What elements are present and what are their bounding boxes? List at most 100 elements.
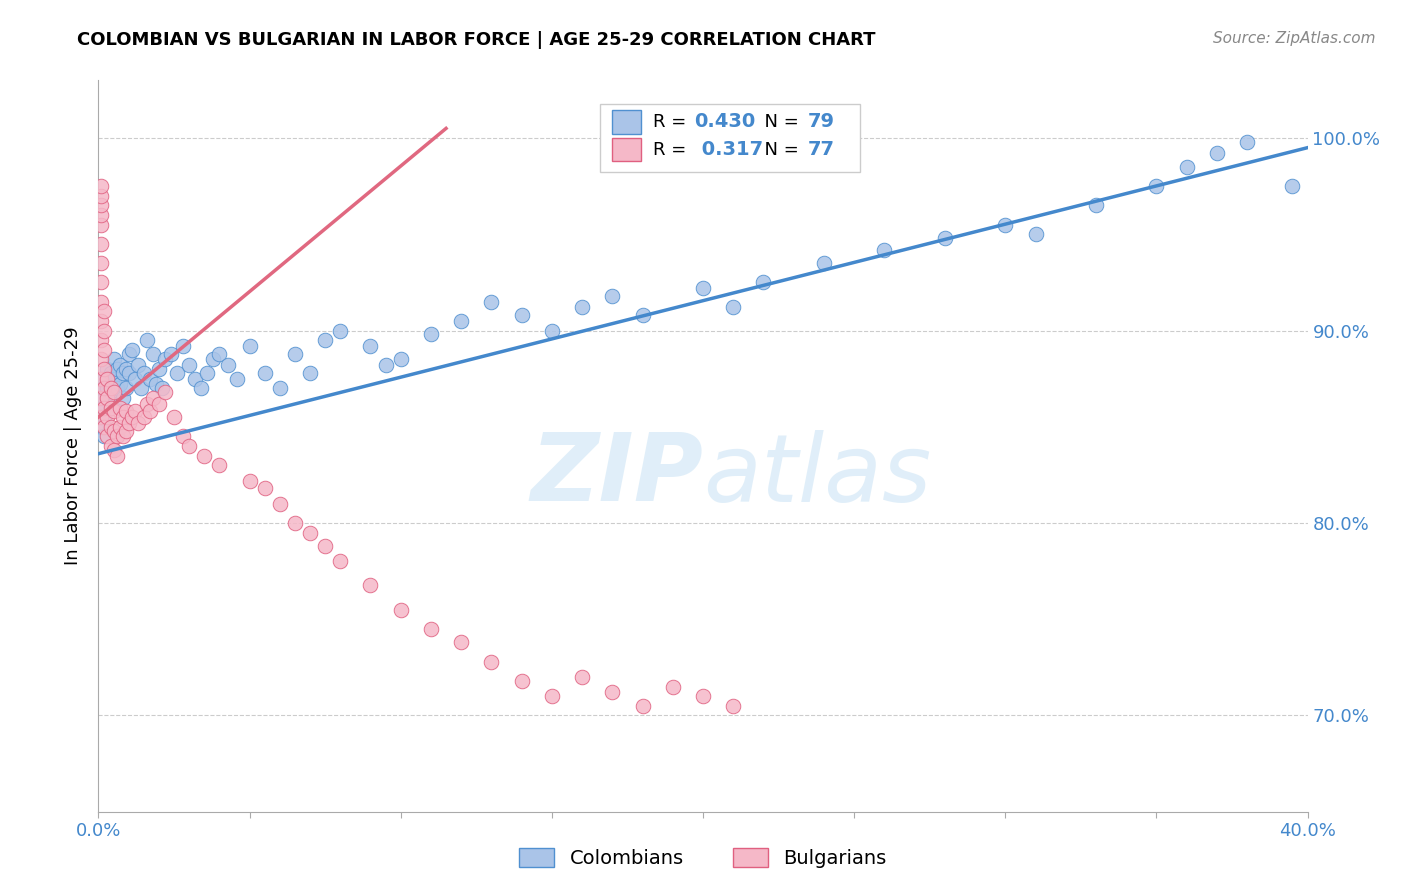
Point [135, 333, 157, 347]
Text: R =: R = [654, 113, 692, 131]
Point [135, 397, 157, 411]
Point [127, 416, 149, 430]
Point [602, 685, 624, 699]
Point [93, 304, 115, 318]
Point [217, 358, 239, 372]
Point [111, 391, 134, 405]
Point [1144, 179, 1167, 194]
Point [179, 358, 201, 372]
Point [226, 371, 249, 385]
Point [114, 424, 136, 438]
Point [90, 188, 112, 202]
Point [179, 439, 201, 453]
Point [1175, 160, 1198, 174]
Point [100, 419, 122, 434]
Point [153, 385, 176, 400]
Point [90, 381, 112, 395]
Point [90, 179, 112, 194]
Point [481, 655, 503, 669]
Point [100, 381, 122, 395]
Point [90, 198, 112, 212]
Point [208, 458, 231, 473]
Point [145, 377, 167, 392]
Point [90, 314, 112, 328]
Point [1024, 227, 1046, 242]
Point [90, 371, 112, 385]
Point [100, 439, 122, 453]
Point [420, 327, 443, 342]
Point [360, 577, 382, 591]
Text: COLOMBIAN VS BULGARIAN IN LABOR FORCE | AGE 25-29 CORRELATION CHART: COLOMBIAN VS BULGARIAN IN LABOR FORCE | … [77, 31, 876, 49]
Point [374, 358, 396, 372]
Point [329, 324, 352, 338]
Point [114, 404, 136, 418]
Point [132, 410, 155, 425]
Point [103, 397, 125, 411]
Point [723, 301, 745, 315]
Point [93, 381, 115, 395]
Point [934, 231, 956, 245]
Point [90, 391, 112, 405]
Point [269, 381, 291, 395]
Point [692, 281, 714, 295]
Point [284, 346, 307, 360]
Point [93, 419, 115, 434]
Y-axis label: In Labor Force | Age 25-29: In Labor Force | Age 25-29 [65, 326, 83, 566]
Point [360, 339, 382, 353]
Point [90, 333, 112, 347]
Point [93, 343, 115, 357]
Point [269, 497, 291, 511]
Point [202, 352, 225, 367]
Point [631, 308, 654, 322]
Text: N =: N = [752, 113, 804, 131]
Point [90, 419, 112, 434]
Point [90, 276, 112, 290]
Point [118, 346, 141, 360]
Point [389, 352, 412, 367]
Point [90, 208, 112, 222]
Point [150, 381, 173, 395]
Point [148, 397, 170, 411]
Point [90, 352, 112, 367]
Point [571, 301, 593, 315]
Point [100, 401, 122, 415]
Point [96, 362, 118, 376]
Point [172, 339, 194, 353]
Point [124, 404, 146, 418]
Point [994, 218, 1017, 232]
Point [1085, 198, 1108, 212]
Point [105, 449, 128, 463]
Point [114, 362, 136, 376]
Point [873, 243, 896, 257]
Point [127, 358, 149, 372]
Point [124, 371, 146, 385]
Point [90, 410, 112, 425]
Point [111, 429, 134, 443]
Point [105, 381, 128, 395]
Text: Source: ZipAtlas.com: Source: ZipAtlas.com [1212, 31, 1375, 46]
Point [571, 670, 593, 684]
Point [314, 539, 336, 553]
Point [111, 410, 134, 425]
Point [239, 474, 262, 488]
Point [90, 256, 112, 270]
Point [93, 391, 115, 405]
Point [93, 362, 115, 376]
Point [93, 324, 115, 338]
Point [108, 419, 131, 434]
Point [148, 362, 170, 376]
Point [208, 346, 231, 360]
Text: ZIP: ZIP [530, 429, 703, 521]
Point [103, 424, 125, 438]
Point [190, 381, 212, 395]
Point [105, 429, 128, 443]
Point [142, 391, 165, 405]
Point [118, 416, 141, 430]
Point [103, 404, 125, 418]
Point [105, 362, 128, 376]
Point [121, 343, 143, 357]
FancyBboxPatch shape [600, 104, 860, 171]
Bar [613, 111, 641, 134]
Point [103, 442, 125, 457]
Point [96, 381, 118, 395]
